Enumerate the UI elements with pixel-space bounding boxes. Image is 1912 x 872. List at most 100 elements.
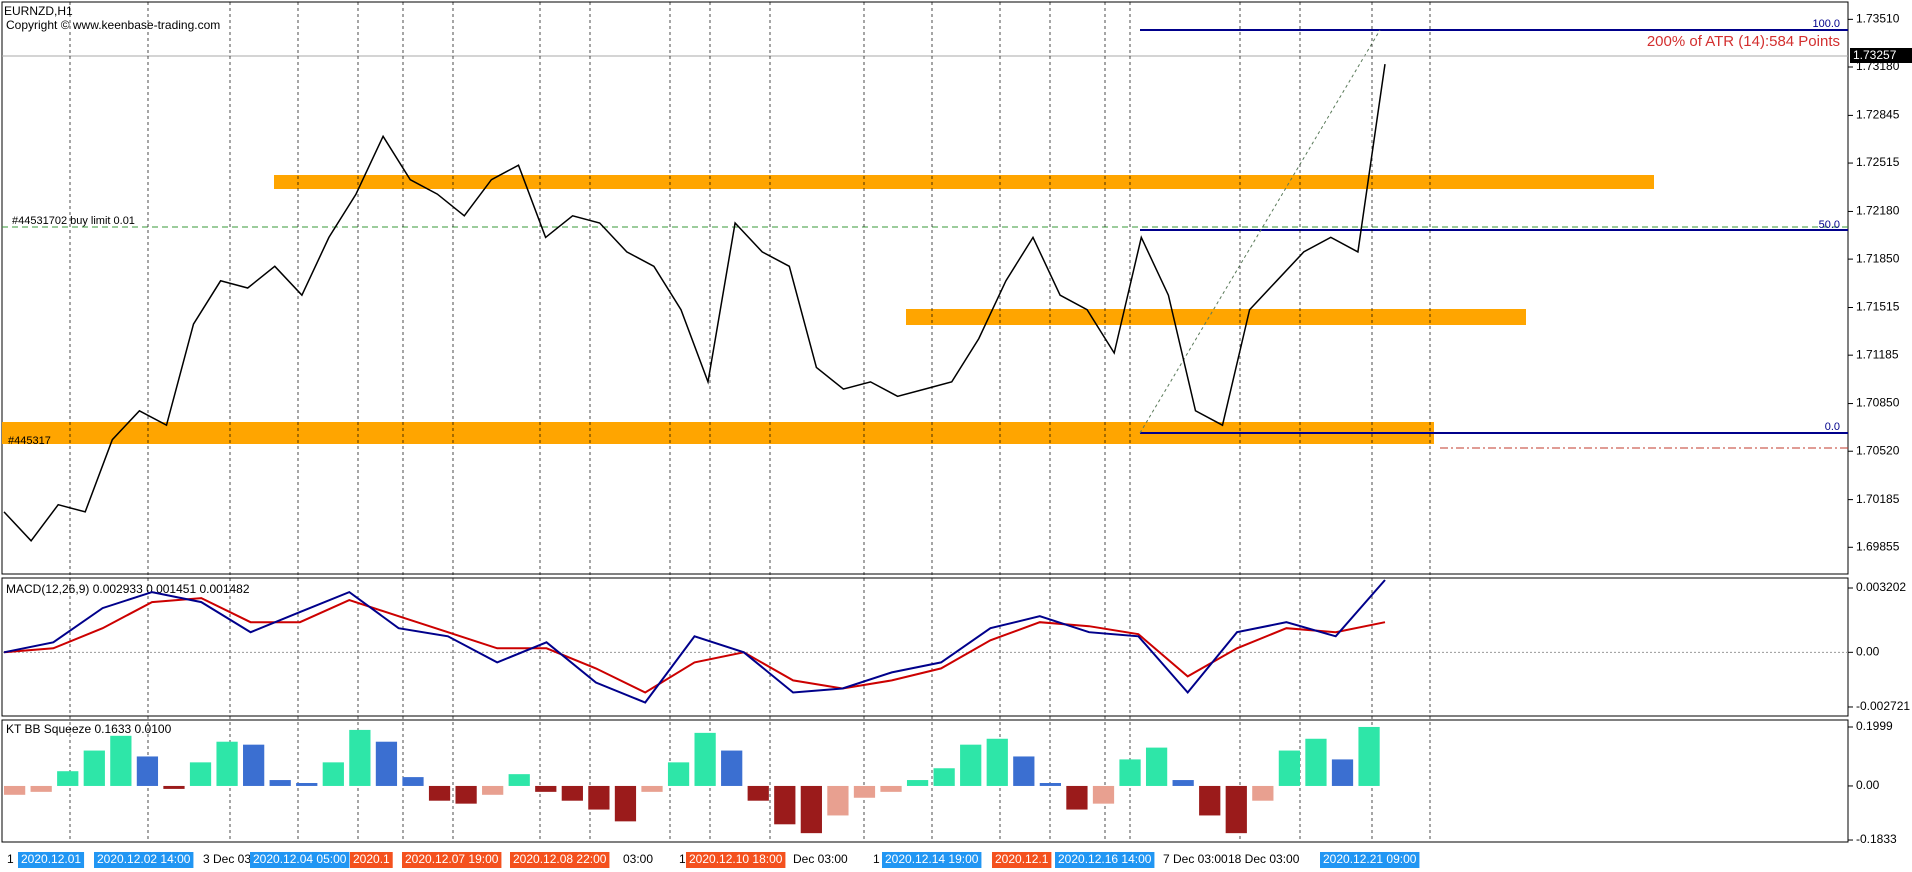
current-price: 1.73257 [1853, 48, 1897, 62]
resistance-zone [274, 175, 1654, 189]
axis-label: 0.00 [1856, 644, 1880, 658]
time-label-box [94, 852, 194, 868]
axis-label: 1.70520 [1856, 443, 1900, 457]
time-label: 2020.1 [353, 852, 390, 866]
squeeze-bar [296, 783, 318, 786]
time-label: 03:00 [623, 852, 653, 866]
squeeze-bar [269, 780, 291, 786]
axis-label: 1.73510 [1856, 12, 1900, 26]
time-label: 1 [873, 852, 880, 866]
squeeze-bar [1172, 780, 1194, 786]
squeeze-bar [508, 774, 530, 786]
axis-label: -0.002721 [1856, 699, 1910, 713]
squeeze-bar [402, 777, 424, 786]
squeeze-bar [800, 785, 822, 834]
squeeze-bar [561, 785, 583, 801]
squeeze-bar [667, 762, 690, 786]
symbol: EURNZD,H1 [4, 4, 73, 18]
time-label: 2020.12.04 05:00 [253, 852, 347, 866]
time-label-box [510, 852, 610, 868]
squeeze-bar [1225, 785, 1247, 834]
time-label: Dec 03:00 [793, 852, 848, 866]
squeeze-bar [906, 780, 929, 786]
price-panel [1, 1, 1849, 575]
support-zone [906, 309, 1526, 325]
time-label-box [402, 852, 502, 868]
macd-signal [3, 597, 1386, 694]
time-label: 18 Dec 03:00 [1228, 852, 1300, 866]
axis-label: 1.70850 [1856, 396, 1900, 410]
axis-label: -0.1833 [1856, 832, 1897, 846]
squeeze-bar [694, 732, 716, 786]
axis-label: 0.1999 [1856, 719, 1893, 733]
squeeze-bar [614, 785, 637, 822]
squeeze-bar [853, 785, 876, 798]
squeeze-bar [375, 741, 398, 786]
squeeze-bar [588, 785, 610, 810]
axis-label: 1.73180 [1856, 59, 1900, 73]
time-label: 2020.12.14 19:00 [885, 852, 979, 866]
squeeze-bar [163, 785, 185, 789]
squeeze-bar [243, 744, 265, 786]
squeeze-bar [136, 756, 159, 786]
time-label: 2020.12.07 19:00 [405, 852, 499, 866]
axis-label: 1.71515 [1856, 300, 1900, 314]
time-label-box [882, 852, 982, 868]
squeeze-bar [1199, 785, 1221, 816]
order-label: #445317 [8, 435, 51, 447]
squeeze-bar [721, 750, 743, 786]
time-label-box [686, 852, 786, 868]
axis-label: 0.003202 [1856, 580, 1906, 594]
axis-label: 1.72180 [1856, 204, 1900, 218]
squeeze-bar [1278, 750, 1301, 786]
squeeze-bar [774, 785, 796, 825]
squeeze-bar [535, 785, 557, 792]
time-label: 1 [679, 852, 686, 866]
squeeze-bar [482, 785, 504, 795]
copyright: Copyright © www.keenbase-trading.com [6, 18, 220, 32]
squeeze-bar [933, 768, 955, 786]
squeeze-bar [1331, 759, 1354, 786]
fib-label: 100.0 [1812, 18, 1840, 30]
squeeze-bar [1092, 785, 1115, 804]
axis-label: 1.71185 [1856, 347, 1899, 361]
squeeze-bar [1358, 726, 1380, 786]
squeeze-bar [83, 750, 105, 786]
squeeze-bar [960, 744, 982, 786]
squeeze-panel [1, 719, 1849, 843]
squeeze-bar [1039, 783, 1061, 786]
time-label: 2020.12.21 09:00 [1323, 852, 1417, 866]
squeeze-bar [641, 785, 663, 792]
price-line [3, 63, 1386, 542]
time-label: 3 Dec 03 [203, 852, 251, 866]
squeeze-bar [880, 785, 902, 792]
macd-title: MACD(12,26,9) 0.002933 0.001451 0.001482 [6, 582, 250, 596]
squeeze-bar [747, 785, 769, 801]
squeeze-title: KT BB Squeeze 0.1633 0.0100 [6, 722, 172, 736]
squeeze-bar [30, 785, 52, 792]
squeeze-bar [57, 771, 79, 786]
axis-label: 1.69855 [1856, 539, 1900, 553]
axis-label: 1.70185 [1856, 492, 1900, 506]
time-label-box [350, 852, 393, 868]
axis-label: 1.72845 [1856, 108, 1900, 122]
order-label: #44531702 buy limit 0.01 [12, 215, 135, 227]
support-zone [2, 422, 1434, 444]
squeeze-bar [827, 785, 849, 816]
time-label-box [1320, 852, 1420, 868]
time-label: 2020.12.02 14:00 [97, 852, 191, 866]
time-label: 2020.12.01 [21, 852, 81, 866]
time-label: 2020.12.16 14:00 [1058, 852, 1152, 866]
axis-label: 1.72515 [1856, 155, 1900, 169]
squeeze-bar [428, 785, 451, 801]
time-label-box [1055, 852, 1155, 868]
squeeze-bar [1013, 756, 1035, 786]
squeeze-bar [349, 729, 371, 786]
fib-label: 50.0 [1819, 219, 1840, 231]
axis-label: 1.71850 [1856, 251, 1900, 265]
time-label-box [250, 852, 350, 868]
macd-panel [1, 577, 1849, 717]
squeeze-bar [216, 741, 238, 786]
squeeze-bar [1066, 785, 1088, 810]
